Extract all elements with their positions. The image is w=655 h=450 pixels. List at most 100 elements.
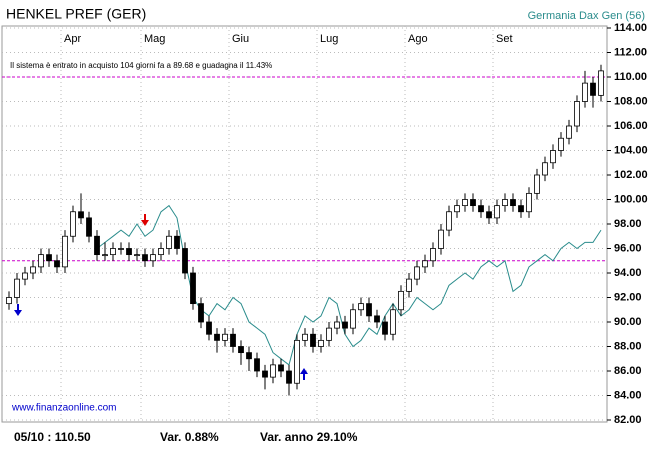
candle-body	[302, 333, 308, 341]
candle-body	[390, 309, 396, 335]
candle-body	[590, 82, 596, 96]
candle-body	[198, 303, 204, 323]
y-tick-label: 114.00	[614, 22, 647, 34]
candle-body	[214, 333, 220, 341]
candle-body	[174, 235, 180, 249]
candle-body	[318, 339, 324, 347]
footer-last: 05/10 : 110.50	[14, 430, 91, 444]
footer-var: Var. 0.88%	[160, 430, 219, 444]
candle-body	[230, 333, 236, 347]
candle-body	[406, 278, 412, 292]
candle-body	[190, 272, 196, 305]
candle-body	[14, 278, 20, 298]
candle-body	[438, 229, 444, 249]
comparison-line	[96, 204, 602, 366]
chart-title: HENKEL PREF (GER)	[6, 6, 146, 22]
candle-body	[526, 192, 532, 213]
candle-body	[374, 315, 380, 323]
candle-body	[598, 70, 604, 96]
candle-body	[54, 260, 60, 268]
y-tick-label: 82.00	[614, 414, 642, 426]
candle-body	[62, 235, 68, 268]
y-tick-label: 86.00	[614, 365, 642, 377]
candle-body	[574, 101, 580, 127]
candle-body	[494, 205, 500, 219]
candle-body	[70, 211, 76, 237]
candle-body	[358, 303, 364, 311]
candle-body	[582, 82, 588, 102]
plot-area: 82.00 84.00 86.00 88.00 90.00 92.00 94.00 96.00…	[1, 22, 648, 426]
y-tick-label: 98.00	[614, 218, 642, 230]
candle-body	[510, 199, 516, 207]
candle-body	[366, 303, 372, 317]
candle-body	[294, 339, 300, 384]
y-tick-label: 92.00	[614, 291, 642, 303]
y-tick-label: 96.00	[614, 242, 642, 254]
y-tick-label: 90.00	[614, 316, 642, 328]
candle-body	[558, 137, 564, 151]
y-tick-label: 106.00	[614, 120, 648, 132]
candle-body	[126, 248, 132, 256]
candle-body	[182, 248, 188, 274]
legend-entry: Germania Dax Gen (56)	[528, 10, 645, 22]
candle-body	[398, 290, 404, 311]
candle-body	[486, 211, 492, 219]
candle-body	[534, 174, 540, 194]
candle-body	[278, 364, 284, 372]
candle-body	[478, 205, 484, 213]
x-tick-label: Giu	[232, 33, 249, 45]
x-tick-label: Ago	[408, 33, 428, 45]
candle-body	[430, 248, 436, 262]
candle-body	[46, 254, 52, 262]
candle-body	[30, 266, 36, 274]
x-tick-label: Lug	[320, 33, 338, 45]
candle-body	[238, 346, 244, 354]
buy-arrow	[14, 304, 22, 316]
candle-body	[502, 199, 508, 207]
candle-body	[270, 364, 276, 378]
y-tick-label: 88.00	[614, 340, 642, 352]
candle-body	[326, 327, 332, 341]
candle-body	[166, 235, 172, 249]
candle-body	[446, 211, 452, 231]
candle-body	[550, 150, 556, 164]
candle-body	[222, 333, 228, 341]
y-tick-label: 100.00	[614, 193, 648, 205]
source: www.finanzaonline.com	[11, 403, 117, 414]
candle-body	[206, 321, 212, 335]
x-tick-label: Mag	[144, 33, 165, 45]
candle-body	[110, 248, 116, 256]
candle-body	[342, 321, 348, 329]
candle-body	[454, 205, 460, 213]
candle-body	[38, 254, 44, 268]
buy-arrow	[300, 368, 308, 380]
candle-body	[462, 199, 468, 207]
y-tick-label: 110.00	[614, 71, 647, 83]
candle-body	[94, 235, 100, 256]
candle-body	[470, 199, 476, 207]
candle-body	[310, 333, 316, 347]
candle-body	[542, 162, 548, 176]
candle-body	[262, 370, 268, 378]
y-tick-label: 104.00	[614, 144, 648, 156]
candle-body	[102, 254, 108, 257]
y-tick-label: 102.00	[614, 169, 648, 181]
candle-body	[350, 309, 356, 329]
candle-body	[246, 352, 252, 360]
candle-body	[566, 125, 572, 139]
annotation: Il sistema è entrato in acquisto 104 gio…	[10, 61, 272, 70]
candle-body	[150, 254, 156, 262]
candle-body	[118, 248, 124, 250]
sell-arrow	[141, 214, 149, 226]
candle-body	[6, 297, 12, 305]
candle-body	[422, 260, 428, 268]
x-tick-label: Apr	[64, 33, 81, 45]
candle-body	[142, 254, 148, 262]
candle-body	[22, 272, 28, 280]
y-tick-label: 94.00	[614, 267, 642, 279]
candle-body	[254, 358, 260, 372]
y-tick-label: 112.00	[614, 46, 647, 58]
x-tick-label: Set	[496, 33, 513, 45]
